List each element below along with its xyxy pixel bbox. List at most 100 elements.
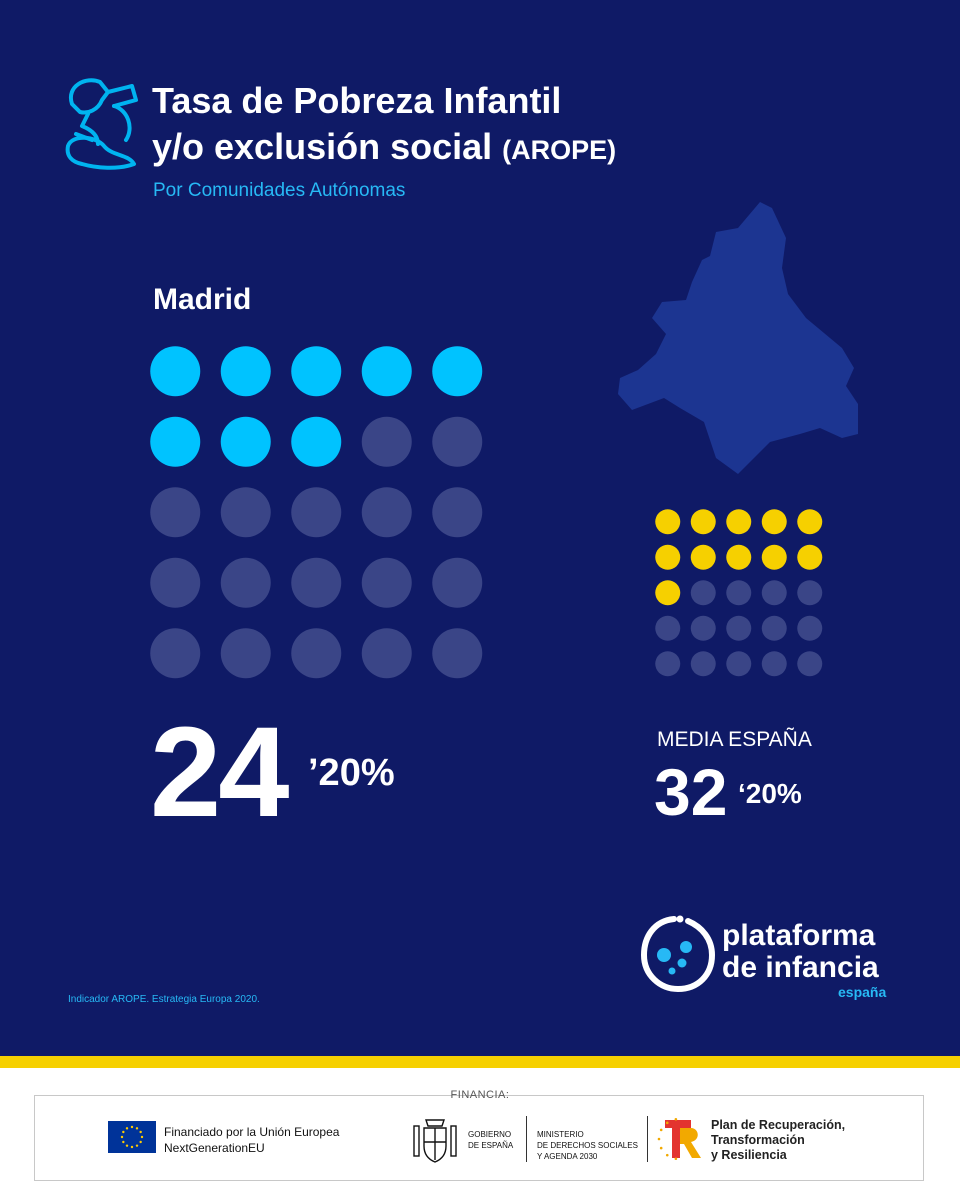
footer-divider-2	[647, 1116, 648, 1162]
min-line-3: Y AGENDA 2030	[537, 1152, 598, 1161]
recovery-plan-text: Plan de Recuperación, Transformación y R…	[711, 1118, 845, 1163]
footer	[0, 1068, 960, 1200]
madrid-empty-dot	[291, 487, 342, 538]
madrid-empty-dot	[220, 628, 271, 679]
spain-empty-dot	[761, 651, 787, 677]
spain-empty-dot	[761, 580, 787, 606]
funding-label: FINANCIA:	[450, 1089, 510, 1101]
madrid-filled-dot	[291, 346, 342, 397]
spain-filled-dot	[797, 544, 823, 570]
spain-filled-dot	[655, 544, 681, 570]
eu-star	[125, 1127, 129, 1130]
madrid-empty-dot	[432, 487, 483, 538]
title-line-2: y/o exclusión social (AROPE)	[152, 124, 616, 173]
spain-empty-dot	[690, 651, 716, 677]
title-suffix: (AROPE)	[502, 135, 617, 165]
national-value-decimal: ‘20%	[738, 778, 802, 809]
spain-empty-dot	[761, 615, 787, 641]
eu-star	[130, 1145, 134, 1149]
madrid-empty-dot	[361, 416, 412, 467]
madrid-empty-dot	[432, 557, 483, 608]
eu-star	[122, 1140, 125, 1144]
spain-filled-dot	[726, 544, 752, 570]
gob-line-2: DE ESPAÑA	[468, 1141, 514, 1150]
funding-box	[34, 1095, 924, 1181]
national-label: MEDIA ESPAÑA	[657, 728, 812, 751]
eu-line-1: Financiado por la Unión Europea	[164, 1125, 340, 1139]
madrid-filled-dot	[432, 346, 483, 397]
spain-filled-dot	[761, 509, 787, 535]
spain-filled-dot	[655, 580, 681, 606]
madrid-empty-dot	[150, 487, 201, 538]
spain-empty-dot	[690, 580, 716, 606]
page-title: Tasa de Pobreza Infantil y/o exclusión s…	[152, 78, 616, 173]
spain-empty-dot	[690, 615, 716, 641]
region-value: 24	[150, 701, 289, 844]
spain-filled-dot	[726, 509, 752, 535]
madrid-map	[618, 202, 858, 474]
plan-line-3: y Resiliencia	[711, 1148, 787, 1162]
national-value: 32	[654, 755, 728, 829]
plan-star	[657, 1137, 661, 1141]
eu-funding-text: Financiado por la Unión Europea NextGene…	[164, 1124, 339, 1156]
title-line-1: Tasa de Pobreza Infantil	[152, 80, 562, 121]
region-value-decimal: ’20%	[308, 752, 395, 794]
spain-dot-grid	[655, 509, 823, 677]
eu-star	[120, 1135, 124, 1139]
madrid-empty-dot	[150, 557, 201, 608]
spain-filled-dot	[690, 544, 716, 570]
spain-empty-dot	[726, 651, 752, 677]
spain-filled-dot	[690, 509, 716, 535]
spain-empty-dot	[797, 580, 823, 606]
eu-star	[139, 1130, 142, 1134]
logo-text: plataforma de infancia	[722, 920, 879, 984]
madrid-dot-grid	[150, 346, 483, 679]
min-line-2: DE DERECHOS SOCIALES	[537, 1141, 638, 1150]
logo-line-3: españa	[838, 984, 887, 1000]
region-name: Madrid	[153, 283, 252, 316]
min-line-1: MINISTERIO	[537, 1130, 584, 1139]
eu-star	[139, 1140, 142, 1144]
plan-line-2: Transformación	[711, 1133, 805, 1147]
madrid-empty-dot	[432, 628, 483, 679]
child-icon	[65, 78, 138, 170]
spain-filled-dot	[761, 544, 787, 570]
madrid-filled-dot	[220, 346, 271, 397]
eu-star	[135, 1127, 139, 1130]
madrid-filled-dot	[150, 346, 201, 397]
plan-star	[674, 1157, 678, 1161]
eu-star	[125, 1144, 129, 1147]
madrid-empty-dot	[150, 628, 201, 679]
government-text: GOBIERNO DE ESPAÑA	[468, 1129, 513, 1151]
spain-empty-dot	[655, 651, 681, 677]
eu-star	[140, 1135, 144, 1139]
indicator-note: Indicador AROPE. Estrategia Europa 2020.	[68, 994, 260, 1005]
ministry-text: MINISTERIO DE DERECHOS SOCIALES Y AGENDA…	[537, 1129, 638, 1162]
eu-star	[122, 1130, 125, 1134]
madrid-filled-dot	[361, 346, 412, 397]
spain-coat-of-arms-icon	[413, 1119, 457, 1163]
madrid-empty-dot	[220, 557, 271, 608]
yellow-divider	[0, 1056, 960, 1068]
plan-star	[665, 1153, 669, 1157]
spain-empty-dot	[726, 580, 752, 606]
plan-star	[659, 1128, 663, 1132]
madrid-filled-dot	[150, 416, 201, 467]
madrid-empty-dot	[291, 628, 342, 679]
eu-star	[130, 1125, 134, 1129]
madrid-empty-dot	[220, 487, 271, 538]
spain-filled-dot	[797, 509, 823, 535]
madrid-empty-dot	[291, 557, 342, 608]
footer-divider-1	[526, 1116, 527, 1162]
madrid-filled-dot	[220, 416, 271, 467]
spain-empty-dot	[797, 615, 823, 641]
logo-line-1: plataforma	[722, 919, 876, 952]
madrid-filled-dot	[291, 416, 342, 467]
madrid-empty-dot	[361, 628, 412, 679]
spain-empty-dot	[797, 651, 823, 677]
title-line-2-text: y/o exclusión social	[152, 126, 493, 167]
eu-star	[135, 1144, 139, 1147]
madrid-empty-dot	[432, 416, 483, 467]
plataforma-logo-icon	[640, 915, 716, 993]
